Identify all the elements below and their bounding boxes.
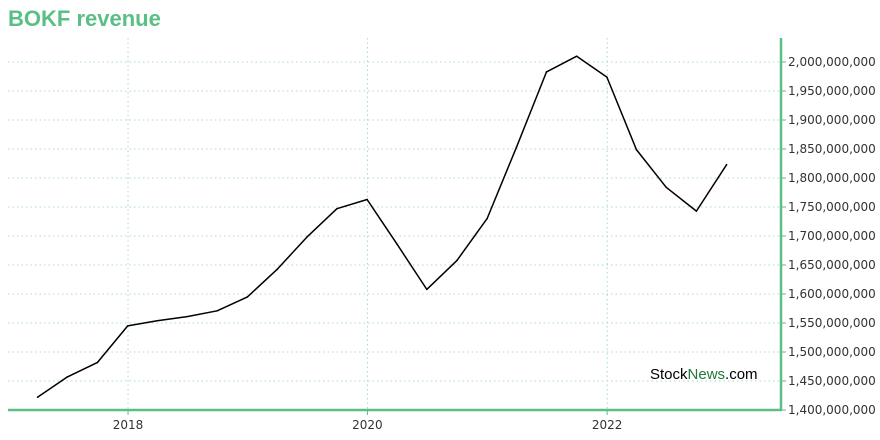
data-point (396, 243, 398, 245)
y-tick-label: 1,750,000,000 (788, 200, 876, 214)
data-point (606, 76, 608, 78)
data-point (635, 148, 638, 151)
data-point (426, 288, 428, 291)
y-tick-label: 1,900,000,000 (788, 113, 876, 127)
data-point (216, 310, 219, 312)
data-point (336, 207, 338, 210)
data-point (305, 236, 308, 238)
chart-title: BOKF revenue (8, 6, 161, 31)
data-point (486, 217, 488, 220)
x-tick-label: 2022 (592, 418, 623, 432)
data-point (36, 396, 39, 399)
y-tick-label: 1,850,000,000 (788, 142, 876, 156)
data-point (66, 376, 69, 378)
series-layer (36, 55, 728, 399)
data-point (456, 259, 458, 262)
y-tick-label: 1,600,000,000 (788, 287, 876, 301)
data-point (575, 55, 578, 57)
data-point (725, 163, 728, 166)
y-tick-label: 2,000,000,000 (788, 55, 876, 69)
y-tick-label: 1,450,000,000 (788, 374, 876, 388)
y-tick-label: 1,400,000,000 (788, 403, 876, 417)
revenue-series-line (37, 55, 728, 398)
x-tick-label: 2018 (113, 418, 144, 432)
data-point (186, 315, 188, 318)
y-tick-label: 1,800,000,000 (788, 171, 876, 185)
x-tick-label: 2020 (352, 418, 383, 432)
y-tick-label: 1,500,000,000 (788, 345, 876, 359)
data-point (246, 296, 249, 298)
grid-lines (8, 38, 781, 410)
data-point (515, 145, 518, 148)
data-point (366, 198, 368, 201)
data-point (96, 361, 99, 364)
data-point (276, 268, 278, 271)
tick-labels: 1,400,000,000 1,450,000,000 1,500,000,000 1… (113, 55, 876, 432)
y-tick-label: 1,650,000,000 (788, 258, 876, 272)
data-point (665, 186, 668, 189)
data-point (156, 319, 159, 322)
y-tick-label: 1,950,000,000 (788, 84, 876, 98)
watermark: StockNews.com (650, 366, 758, 383)
y-tick-label: 1,550,000,000 (788, 316, 876, 330)
data-point (695, 210, 698, 212)
axes (8, 38, 786, 415)
y-tick-label: 1,700,000,000 (788, 229, 876, 243)
data-point (545, 71, 548, 73)
data-point (126, 325, 129, 327)
